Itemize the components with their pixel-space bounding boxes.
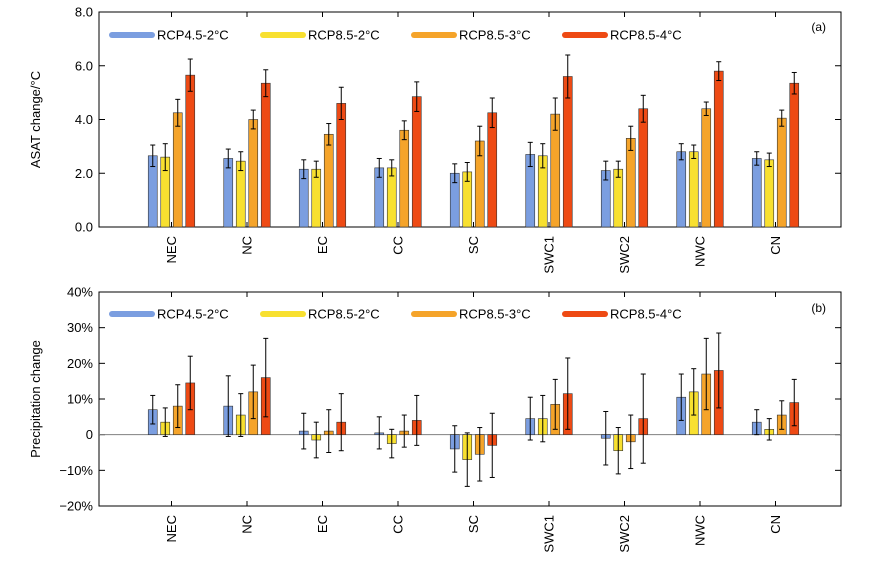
- panel-a-legend-label: RCP8.5-2°C: [308, 28, 380, 43]
- panel-a-category-label: SWC2: [617, 236, 632, 274]
- panel-a-bar-nc-2: [248, 119, 259, 228]
- panel-b-category-label: NEC: [164, 515, 179, 542]
- panel-a-bar-swc2-2: [625, 138, 636, 228]
- panel-a-ytick-label: 4.0: [75, 112, 93, 127]
- panel-a-bar-swc1-2: [550, 113, 561, 228]
- panel-a-bar-nc-3: [260, 82, 271, 228]
- panel-b-category-label: CN: [768, 515, 783, 534]
- panel-b-ylabel: Precipitation change: [28, 340, 43, 458]
- panel-a-ytick-label: 8.0: [75, 5, 93, 20]
- panel-a-bar-swc2-3: [638, 108, 649, 228]
- panel-b-category-label: SC: [466, 515, 481, 533]
- panel-a-ytick-label: 0.0: [75, 220, 93, 235]
- panel-a-category-label: NWC: [693, 236, 708, 267]
- panel-b-ytick-label: 10%: [67, 392, 93, 407]
- panel-a-bar-swc1-3: [562, 76, 573, 228]
- panel-a-ylabel: ASAT change/°C: [28, 71, 43, 168]
- panel-a-bar-ec-2: [323, 133, 334, 228]
- panel-a-bar-nc-0: [223, 158, 234, 228]
- panel-b-legend-label: RCP8.5-4°C: [610, 307, 682, 322]
- panel-a-bar-cc-3: [411, 96, 422, 228]
- panel-b-category-label: SWC1: [542, 515, 557, 553]
- panel-b-legend-label: RCP8.5-3°C: [459, 307, 531, 322]
- panel-a-marks: 0.0 2.0 4.0 6.0 8.0 NEC NC EC CC SC SWC1 SWC2 NWC CN R…: [75, 5, 841, 274]
- panel-a-category-label: CC: [391, 236, 406, 255]
- panel-b-category-label: SWC2: [617, 515, 632, 553]
- panel-a-legend-label: RCP8.5-4°C: [610, 28, 682, 43]
- panel-a-category-label: SWC1: [542, 236, 557, 274]
- panel-b-ytick-label: 0: [86, 427, 93, 442]
- panel-a-bar-cc-1: [386, 167, 397, 228]
- panel-a-category-label: CN: [768, 236, 783, 255]
- panel-a-bar-nwc-3: [713, 70, 724, 228]
- panel-a-ytick-label: 2.0: [75, 166, 93, 181]
- panel-b-category-label: CC: [391, 515, 406, 534]
- panel-b-category-label: NC: [240, 515, 255, 534]
- panel-b-ytick-label: 30%: [67, 320, 93, 335]
- panel-b-marks: −20% −10% 0 10% 20% 30% 40% NEC NC EC CC SC SWC1 SWC2…: [59, 285, 841, 553]
- panel-a-label: (a): [811, 20, 826, 34]
- panel-b-category-label: EC: [315, 515, 330, 533]
- panel-a-bar-ec-1: [311, 168, 322, 228]
- panel-a-bar-swc2-1: [613, 168, 624, 228]
- panel-a-bar-cn-2: [776, 117, 787, 228]
- panel-b-frame: [98, 291, 842, 507]
- panel-a-category-label: EC: [315, 236, 330, 254]
- panel-a-ytick-label: 6.0: [75, 58, 93, 73]
- panel-a-bar-ec-3: [336, 103, 347, 228]
- panel-a-bar-cn-0: [751, 158, 762, 228]
- panel-a-legend-label: RCP4.5-2°C: [157, 28, 229, 43]
- panel-a-bar-nwc-1: [688, 151, 699, 228]
- panel-b-category-label: NWC: [693, 515, 708, 546]
- panel-b-legend-label: RCP4.5-2°C: [157, 307, 229, 322]
- panel-b-ytick-label: −20%: [59, 499, 93, 514]
- panel-a-legend-label: RCP8.5-3°C: [459, 28, 531, 43]
- panel-b-ytick-label: 20%: [67, 356, 93, 371]
- panel-a-category-label: NC: [240, 236, 255, 255]
- panel-a-bar-cn-1: [764, 159, 775, 228]
- panel-b-label: (b): [811, 301, 826, 315]
- panel-a-category-label: SC: [466, 236, 481, 254]
- panel-b-ytick-label: −10%: [59, 463, 93, 478]
- panel-a-bar-nwc-2: [701, 108, 712, 228]
- panel-a-bar-nwc-0: [676, 151, 687, 228]
- panel-a-bar-nec-2: [172, 112, 183, 228]
- panel-a-bar-cc-2: [399, 129, 410, 228]
- panel-a-category-label: NEC: [164, 236, 179, 263]
- panel-b-legend-label: RCP8.5-2°C: [308, 307, 380, 322]
- panel-a-bar-nec-3: [185, 74, 196, 228]
- panel-a-bar-cn-3: [789, 82, 800, 228]
- panel-a-bar-sc-3: [487, 112, 498, 228]
- panel-b-ytick-label: 40%: [67, 285, 93, 300]
